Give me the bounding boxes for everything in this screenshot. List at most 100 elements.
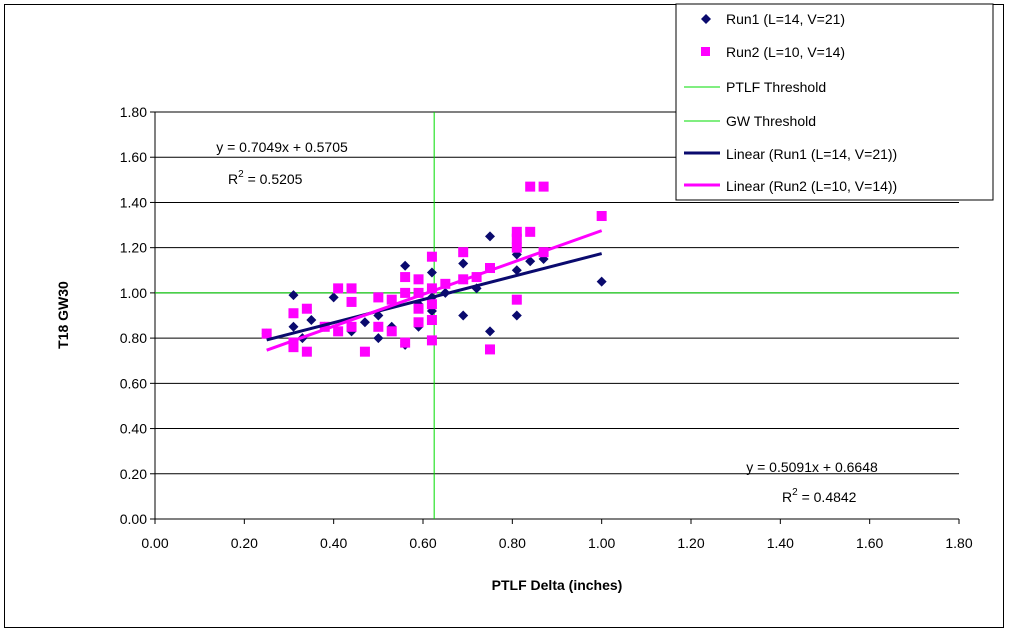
run1-data-point xyxy=(511,265,522,276)
x-tick-label: 1.40 xyxy=(767,535,794,551)
run1-data-point xyxy=(511,310,522,321)
legend-label-linear-run2: Linear (Run2 (L=10, V=14)) xyxy=(726,178,897,194)
run2-data-point xyxy=(359,346,370,357)
legend-label-run1: Run1 (L=14, V=21) xyxy=(726,11,845,27)
run2-data-point xyxy=(538,181,549,192)
r2-prefix: R xyxy=(228,171,238,187)
run1-data-point xyxy=(306,315,317,326)
run2-data-point xyxy=(400,287,411,298)
x-tick-label: 0.40 xyxy=(320,535,347,551)
run2-equation: y = 0.7049x + 0.5705 xyxy=(216,139,348,155)
r2-value: = 0.5205 xyxy=(244,171,303,187)
x-axis-title: PTLF Delta (inches) xyxy=(492,577,623,593)
x-tick-label: 0.00 xyxy=(141,535,168,551)
run1-data-point xyxy=(288,290,299,301)
run2-data-point xyxy=(440,278,451,289)
x-tick-label: 0.80 xyxy=(499,535,526,551)
run2-data-point xyxy=(426,315,437,326)
run2-r-squared: R2 = 0.5205 xyxy=(228,169,303,187)
run1-data-point xyxy=(373,333,384,344)
run2-data-point xyxy=(346,321,357,332)
run2-data-point xyxy=(413,317,424,328)
run2-data-point xyxy=(511,242,522,253)
y-tick-label: 1.80 xyxy=(120,104,147,120)
r2-superscript: 2 xyxy=(238,169,244,180)
run2-data-point xyxy=(511,233,522,244)
run2-data-point xyxy=(511,226,522,237)
legend-item-run2: Run2 (L=10, V=14) xyxy=(701,44,845,60)
run1-data-point xyxy=(485,231,495,242)
run2-data-point xyxy=(301,303,312,314)
r2-value: = 0.4842 xyxy=(798,489,857,505)
run2-data-point xyxy=(373,292,384,303)
run2-data-point xyxy=(413,274,424,285)
run2-data-point xyxy=(525,181,536,192)
y-axis-title: T18 GW30 xyxy=(55,281,71,349)
run2-data-point xyxy=(301,346,312,357)
run1-data-point xyxy=(288,321,299,332)
run1-data-point xyxy=(400,260,411,271)
run1-data-point xyxy=(485,326,495,337)
run1-data-point xyxy=(596,276,607,287)
run2-trendline xyxy=(266,229,603,352)
legend-label-linear-run1: Linear (Run1 (L=14, V=21)) xyxy=(726,146,897,162)
run2-data-point xyxy=(386,294,397,305)
y-tick-label: 0.00 xyxy=(120,511,147,527)
run2-data-point xyxy=(333,283,344,294)
x-tick-label: 1.00 xyxy=(588,535,615,551)
y-tick-label: 1.00 xyxy=(120,285,147,301)
run2-data-point xyxy=(426,335,437,346)
run1-data-point xyxy=(426,267,437,278)
run1-r-squared: R2 = 0.4842 xyxy=(782,487,857,505)
x-tick-label: 1.80 xyxy=(945,535,972,551)
run2-data-point xyxy=(319,321,330,332)
run2-data-point xyxy=(426,251,437,262)
legend-box xyxy=(675,3,994,201)
run1-data-point xyxy=(458,258,469,269)
y-tick-label: 0.40 xyxy=(120,421,147,437)
x-tick-label: 0.60 xyxy=(409,535,436,551)
run2-data-point xyxy=(511,294,522,305)
run2-data-point xyxy=(426,283,437,294)
legend-item-gw-threshold: GW Threshold xyxy=(684,113,816,129)
run2-data-point xyxy=(261,328,272,339)
y-tick-label: 1.40 xyxy=(120,194,147,210)
run1-data-point xyxy=(458,310,469,321)
run2-data-point xyxy=(485,263,495,274)
run2-data-point xyxy=(333,326,344,337)
run2-data-point xyxy=(413,303,424,314)
x-tick-label: 1.20 xyxy=(677,535,704,551)
run2-data-point xyxy=(386,326,397,337)
legend-label-ptlf-threshold: PTLF Threshold xyxy=(726,79,826,95)
x-tick-label: 1.60 xyxy=(856,535,883,551)
run2-data-point xyxy=(458,247,469,258)
run2-data-point xyxy=(413,287,424,298)
legend-label-run2: Run2 (L=10, V=14) xyxy=(726,44,845,60)
run1-equation: y = 0.5091x + 0.6648 xyxy=(746,459,878,475)
run1-trendline xyxy=(266,252,603,342)
run2-data-point xyxy=(596,211,607,222)
y-tick-label: 0.60 xyxy=(120,375,147,391)
run2-data-point xyxy=(346,283,357,294)
r2-superscript: 2 xyxy=(792,487,798,498)
run2-data-point xyxy=(525,226,536,237)
legend-item-ptlf-threshold: PTLF Threshold xyxy=(684,79,826,95)
legend-item-linear-run2: Linear (Run2 (L=10, V=14)) xyxy=(684,178,897,194)
legend-diamond-marker xyxy=(701,14,711,24)
run2-data-point xyxy=(373,321,384,332)
run2-data-point xyxy=(426,299,437,310)
y-tick-label: 0.20 xyxy=(120,466,147,482)
r2-prefix: R xyxy=(782,489,792,505)
run2-data-point xyxy=(288,337,299,348)
y-tick-label: 0.80 xyxy=(120,330,147,346)
y-tick-label: 1.60 xyxy=(120,149,147,165)
run2-data-point xyxy=(471,272,482,283)
legend-label-gw-threshold: GW Threshold xyxy=(726,113,816,129)
run1-data-point xyxy=(359,317,370,328)
legend-square-marker xyxy=(701,47,710,56)
run2-data-point xyxy=(288,308,299,319)
x-tick-label: 0.20 xyxy=(231,535,258,551)
legend-item-linear-run1: Linear (Run1 (L=14, V=21)) xyxy=(684,146,897,162)
legend-item-run1: Run1 (L=14, V=21) xyxy=(701,11,845,27)
